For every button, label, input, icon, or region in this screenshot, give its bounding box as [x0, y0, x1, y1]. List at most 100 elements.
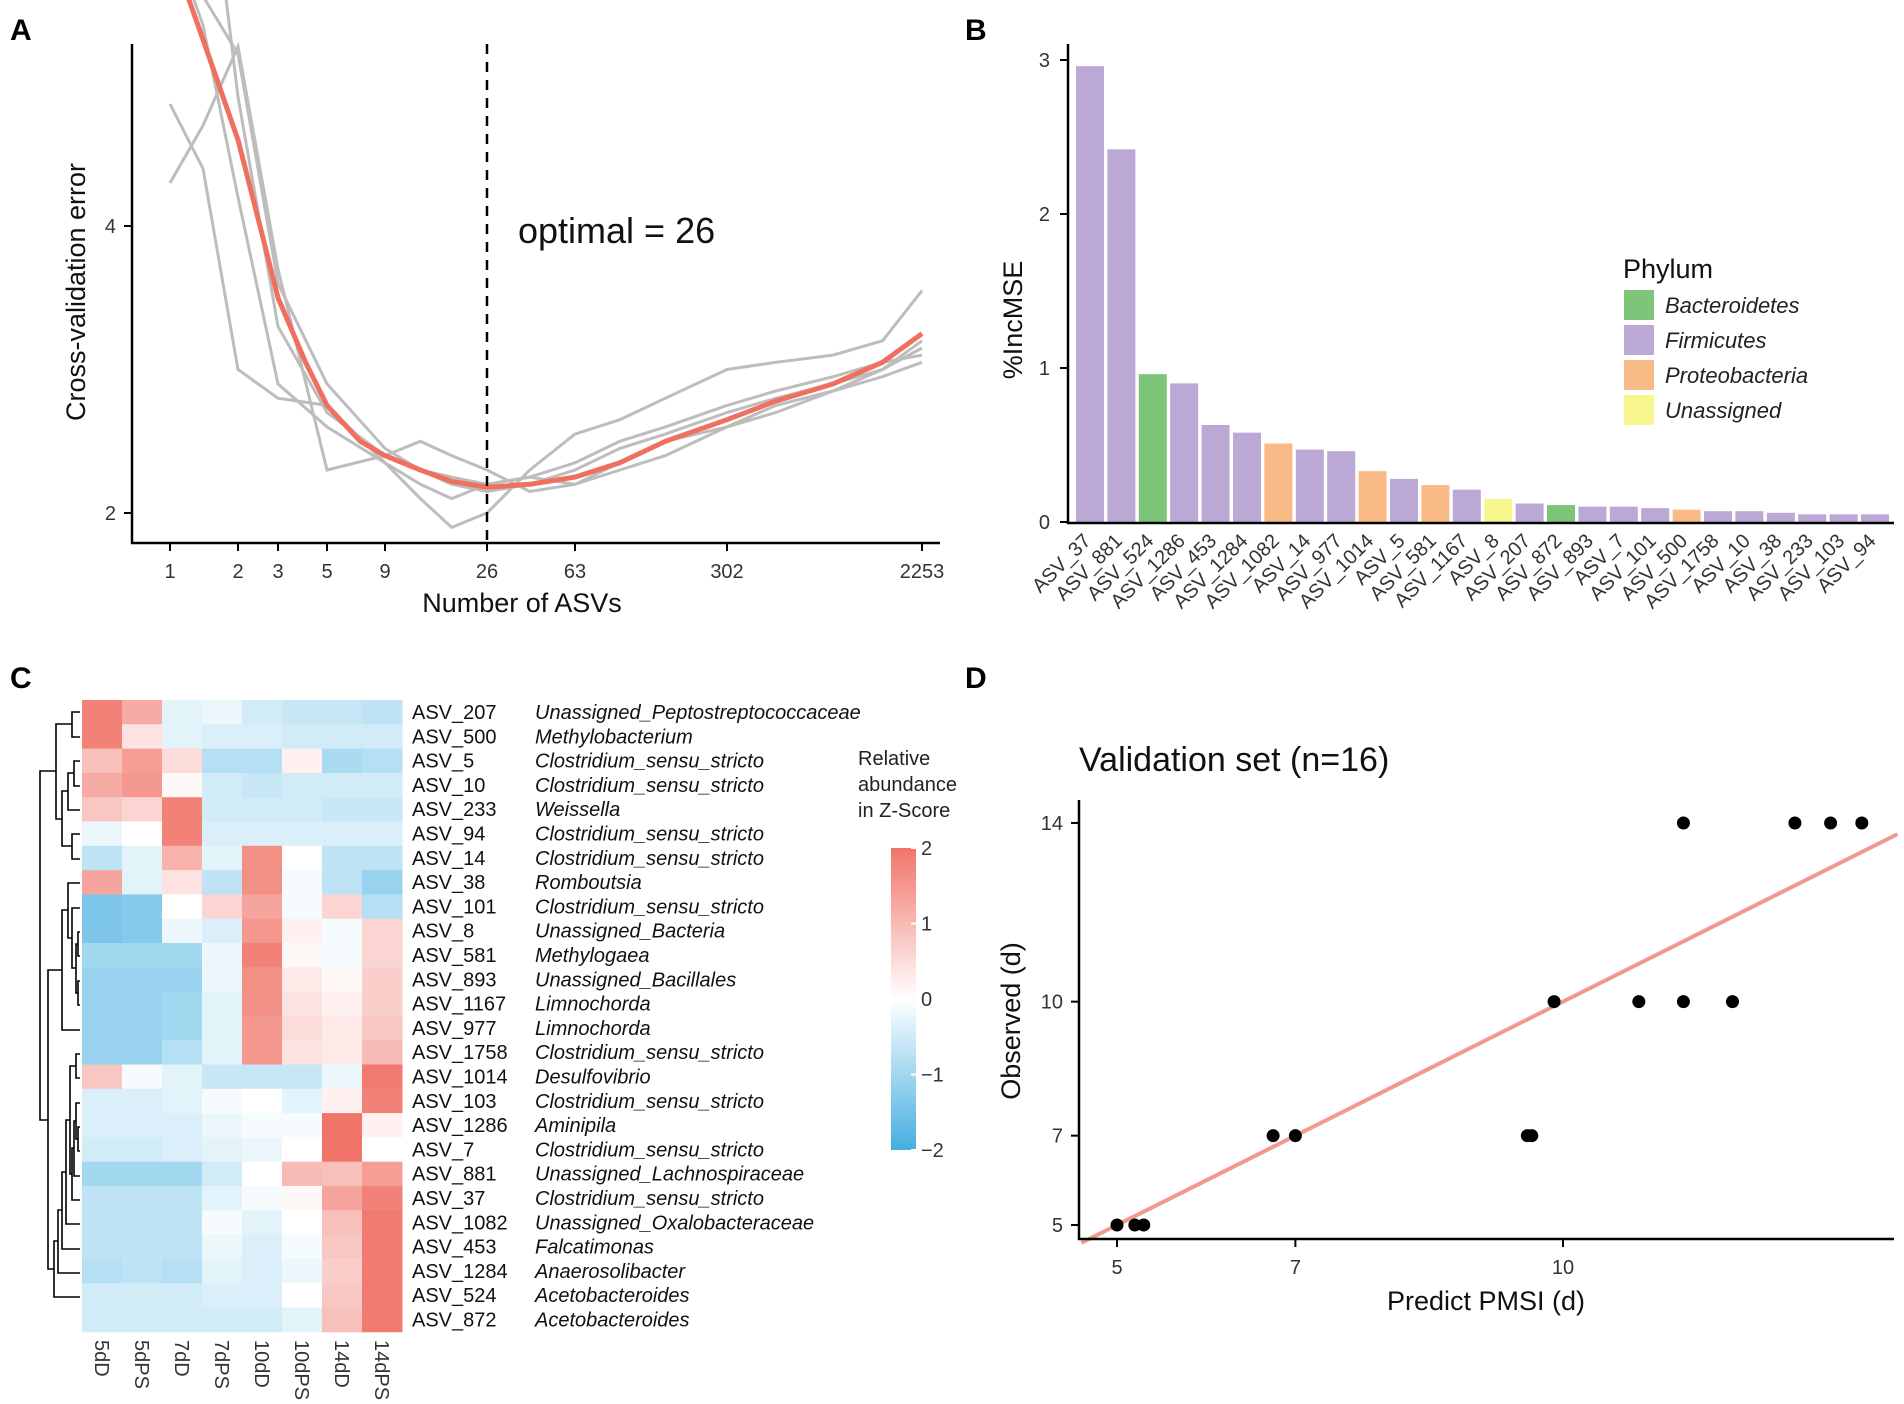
heatmap-cell [82, 821, 123, 847]
bar-asv-5 [1390, 478, 1418, 522]
heatmap-cell [202, 991, 243, 1017]
heatmap-cell [162, 1088, 203, 1114]
bar-asv-8 [1484, 498, 1513, 522]
heatmap-cell [362, 1234, 403, 1260]
heatmap-cell [162, 943, 203, 968]
heatmap-cell [242, 1283, 283, 1308]
bar-asv-10 [1735, 511, 1764, 522]
heatmap-cell [242, 1040, 283, 1065]
heatmap-cell [322, 1186, 363, 1211]
row-label-taxon: Clostridium_sensu_stricto [535, 1188, 764, 1210]
bar-asv-207 [1515, 503, 1544, 522]
heatmap-cell [82, 845, 123, 871]
scatter-point [1676, 816, 1690, 830]
a-x-axis-title: Number of ASVs [422, 588, 622, 618]
panel-letter-d: D [965, 662, 987, 695]
heatmap-cell [202, 821, 243, 847]
heatmap-cell [282, 1186, 323, 1211]
legend-swatch-proteobacteria [1624, 360, 1654, 390]
heatmap-cell [202, 943, 243, 968]
row-label-taxon: Unassigned_Bacteria [535, 921, 725, 943]
heatmap-cell [282, 1258, 323, 1284]
b-y-tick-label: 0 [1039, 512, 1050, 534]
heatmap-cell [82, 1040, 123, 1065]
column-label: 10dD [250, 1340, 272, 1388]
heatmap-cell [122, 1137, 163, 1163]
legend-title: Phylum [1623, 254, 1713, 284]
column-label: 5dD [90, 1340, 112, 1377]
row-label-taxon: Romboutsia [535, 872, 642, 894]
heatmap-cell [202, 772, 243, 798]
heatmap-cell [242, 1307, 283, 1333]
dendrogram-branch [77, 931, 80, 957]
bar-asv-1014 [1358, 471, 1387, 522]
row-label-taxon: Unassigned_Peptostreptococcaceae [535, 702, 861, 724]
importance-bars [1076, 66, 1889, 522]
heatmap-cell [202, 1258, 243, 1284]
bar-asv-1082 [1264, 443, 1293, 522]
row-label-asv: ASV_7 [412, 1139, 474, 1161]
heatmap-cell [362, 967, 403, 993]
heatmap-cell [202, 1186, 243, 1211]
heatmap-cell [82, 1210, 123, 1236]
heatmap-cell [202, 894, 243, 920]
heatmap-cell [242, 991, 283, 1017]
heatmap-cell [122, 967, 163, 993]
heatmap-cell [202, 870, 243, 895]
row-label-asv: ASV_5 [412, 751, 474, 773]
fold-line-5 [192, 0, 923, 501]
heatmap-cell [162, 1258, 203, 1284]
dendrogram-branch [73, 1120, 80, 1177]
heatmap-cell [242, 1186, 283, 1211]
panel-b-bar-chart: 0 1 2 3 ASV_37ASV_881ASV_524ASV_1286ASV_453… [998, 44, 1894, 613]
row-label-asv: ASV_1082 [412, 1212, 508, 1234]
row-label-asv: ASV_893 [412, 969, 497, 991]
heatmap-cell [362, 1088, 403, 1114]
column-label: 14dD [330, 1340, 352, 1388]
heatmap-cell [122, 1040, 163, 1065]
bar-asv-872 [1547, 505, 1575, 522]
bar-asv-524 [1138, 374, 1167, 522]
bar-asv-1167 [1452, 489, 1481, 522]
heatmap-cell [162, 772, 203, 798]
heatmap-cell [162, 1307, 203, 1333]
heatmap-cell [322, 1137, 363, 1163]
panel-c-heatmap: ASV_207 Unassigned_Peptostreptococcaceae A… [39, 700, 957, 1400]
row-label-taxon: Clostridium_sensu_stricto [535, 1042, 764, 1064]
heatmap-cell [242, 894, 283, 920]
heatmap-cell [122, 1186, 163, 1211]
heatmap-cell [122, 991, 163, 1017]
heatmap-cell [162, 1064, 203, 1090]
heatmap-cell [282, 1113, 323, 1138]
heatmap-cell [202, 1113, 243, 1138]
heatmap-cell [162, 797, 203, 822]
d-x-tick-label: 7 [1290, 1257, 1301, 1279]
heatmap-cell [162, 918, 203, 944]
row-label-asv: ASV_977 [412, 1018, 497, 1040]
row-label-asv: ASV_1014 [412, 1067, 508, 1089]
colorbar-title-line-3: in Z-Score [858, 800, 950, 822]
row-label-taxon: Unassigned_Lachnospiraceae [535, 1164, 804, 1186]
heatmap-cell [282, 967, 323, 993]
row-label-asv: ASV_8 [412, 921, 474, 943]
heatmap-cell [322, 943, 363, 968]
legend-swatch-firmicutes [1624, 325, 1654, 355]
heatmap-cell [322, 967, 363, 993]
panel-letter-b: B [965, 14, 987, 47]
heatmap-cell [362, 724, 403, 750]
heatmap-cell [82, 772, 123, 798]
column-label: 7dPS [210, 1340, 232, 1389]
heatmap-cell [162, 1113, 203, 1138]
row-label-taxon: Clostridium_sensu_stricto [535, 1091, 764, 1113]
d-chart-title: Validation set (n=16) [1079, 741, 1389, 779]
bar-asv-37 [1076, 66, 1104, 522]
heatmap-cell [162, 1040, 203, 1065]
bar-asv-94 [1861, 514, 1889, 522]
heatmap-cell [82, 918, 123, 944]
heatmap-cell [362, 1064, 403, 1090]
heatmap-cell [362, 821, 403, 847]
fold-line-3 [168, 103, 924, 530]
colorbar-tick-label: 0 [921, 989, 932, 1011]
heatmap-cell [122, 748, 163, 774]
heatmap-cell [82, 1113, 123, 1138]
